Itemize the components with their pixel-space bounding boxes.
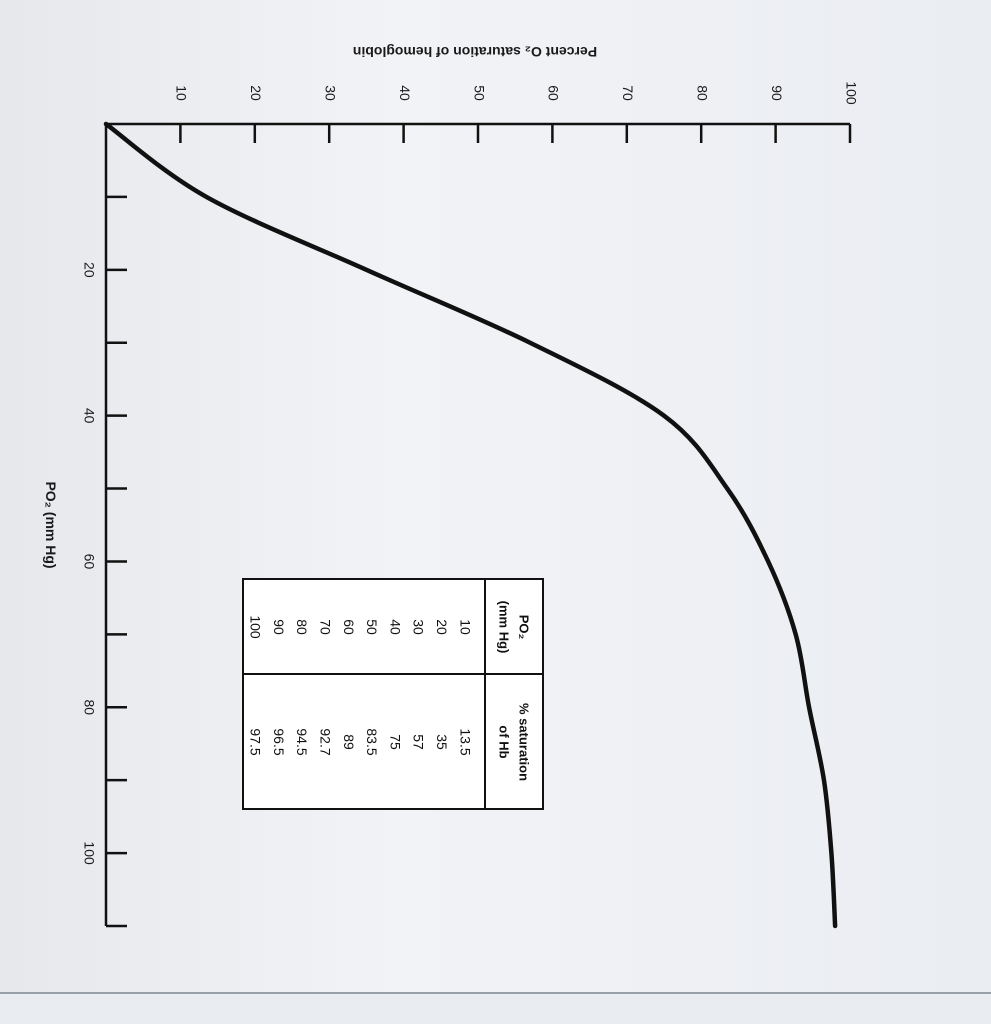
x-tick-label: 60: [81, 554, 97, 570]
y-tick-label: 60: [546, 85, 562, 101]
table-header-saturation-units: of Hb: [497, 725, 512, 758]
table-cell-po2: 20: [434, 619, 450, 635]
table-header-saturation: % saturation: [517, 703, 532, 781]
x-axis-ticks: 20 40 60 80 100: [81, 195, 127, 928]
y-tick-label: 80: [694, 85, 710, 101]
table-cell-saturation: 94.5: [294, 728, 310, 755]
table-cell-saturation: 75: [387, 734, 403, 750]
page-edge: [0, 992, 991, 994]
saturation-curve: [103, 121, 838, 929]
y-axis-title: Percent O₂ saturation of hemoglobin: [353, 44, 597, 60]
y-tick-label: 70: [620, 85, 636, 101]
table-cell-po2: 90: [271, 619, 287, 635]
x-axis-title: PO₂ (mm Hg): [43, 481, 59, 568]
x-tick-label: 80: [81, 699, 97, 715]
table-border: [242, 578, 544, 810]
table-cell-saturation: 96.5: [271, 728, 287, 755]
y-tick-label: 20: [248, 85, 264, 101]
y-tick-label: 40: [397, 85, 413, 101]
table-cell-po2: 40: [387, 619, 403, 635]
table-cell-saturation: 97.5: [248, 728, 264, 755]
y-tick-label: 100: [843, 81, 859, 105]
table-cell-po2: 10: [457, 619, 473, 635]
table-cell-saturation: 35: [434, 734, 450, 750]
y-tick-label: 30: [322, 85, 338, 101]
curve-layer: [103, 121, 838, 929]
table-cell-po2: 30: [411, 619, 427, 635]
table-cell-saturation: 57: [411, 734, 427, 750]
y-axis-ticks: 10 20 30 40 50 60 70 80 90 100: [174, 81, 859, 143]
x-tick-label: 40: [81, 408, 97, 424]
table-cell-po2: 50: [364, 619, 380, 635]
table-cell-saturation: 13.5: [457, 728, 473, 755]
y-tick-label: 10: [174, 85, 190, 101]
table-cell-saturation: 92.7: [317, 728, 333, 755]
table-cell-po2: 70: [317, 619, 333, 635]
y-tick-label: 90: [769, 85, 785, 101]
data-table: PO₂ (mm Hg) % saturation of Hb 10 13.5 20 35 30 5…: [242, 578, 544, 810]
table-cell-saturation: 89: [341, 734, 357, 750]
table-cell-po2: 100: [248, 615, 264, 639]
table-header-po2: PO₂: [517, 615, 532, 640]
y-tick-label: 50: [471, 85, 487, 101]
table-cell-po2: 80: [294, 619, 310, 635]
x-tick-label: 20: [81, 262, 97, 278]
table-cell-po2: 60: [341, 619, 357, 635]
table-header-po2-units: (mm Hg): [497, 601, 512, 654]
background-surface: [0, 994, 991, 1024]
x-tick-label: 100: [81, 841, 97, 865]
table-cell-saturation: 83.5: [364, 728, 380, 755]
